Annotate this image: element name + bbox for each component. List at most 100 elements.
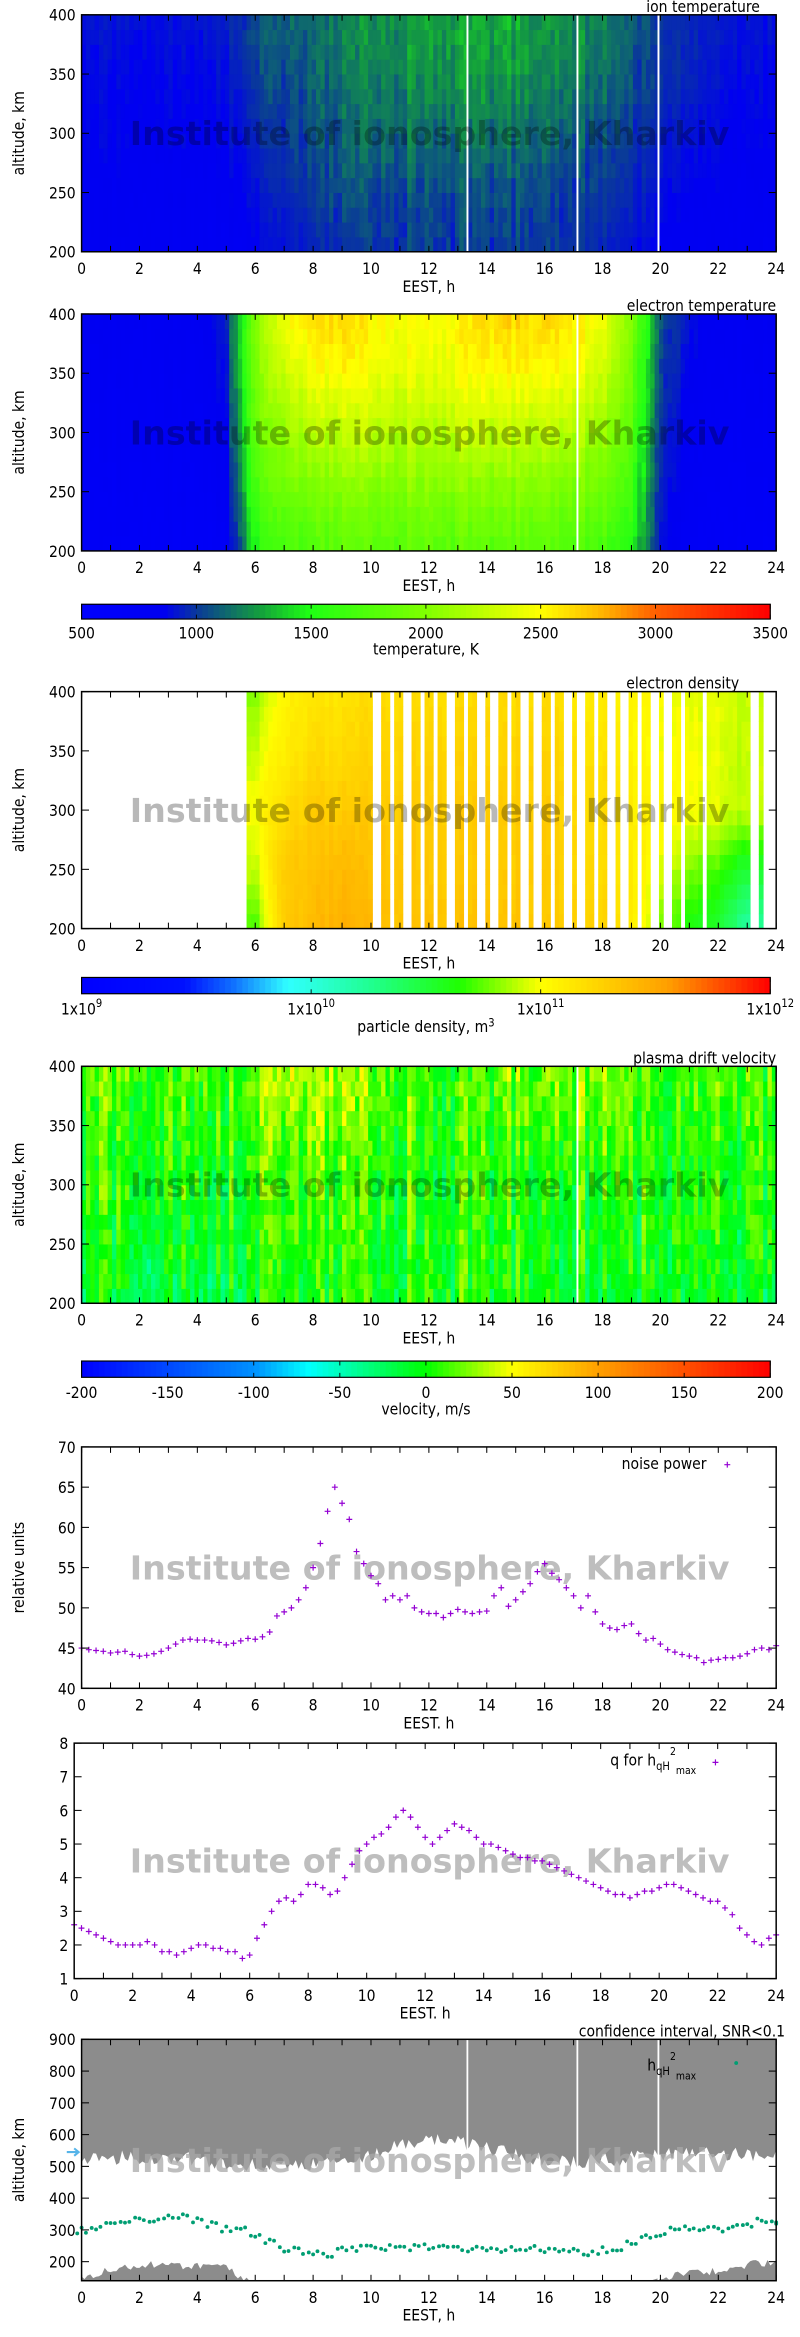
heatmap-cell <box>103 313 109 330</box>
heatmap-cell <box>589 417 595 433</box>
heatmap-cell <box>420 103 425 119</box>
heatmap-cell <box>698 402 703 419</box>
heatmap-cell <box>194 14 200 31</box>
heatmap-cell <box>103 506 109 522</box>
heatmap-cell <box>771 177 777 193</box>
heatmap-cell <box>507 536 512 552</box>
heatmap-cell <box>81 373 87 389</box>
heatmap-cell <box>671 491 677 507</box>
heatmap-cell <box>498 432 504 448</box>
heatmap-cell <box>767 133 773 149</box>
heatmap-cell <box>563 402 569 419</box>
heatmap-cell <box>376 118 382 134</box>
heatmap-cell <box>706 313 712 330</box>
heatmap-cell <box>107 148 113 164</box>
heatmap-cell <box>185 207 191 223</box>
heatmap-cell <box>246 44 252 60</box>
heatmap-cell <box>485 74 491 90</box>
heatmap-cell <box>554 148 560 164</box>
heatmap-cell <box>381 328 386 345</box>
heatmap-cell <box>698 313 703 330</box>
heatmap-cell <box>220 521 226 537</box>
heatmap-cell <box>763 222 768 238</box>
heatmap-cell <box>289 343 295 359</box>
heatmap-cell <box>289 192 295 208</box>
heatmap-cell <box>185 162 191 179</box>
heatmap-cell <box>507 491 512 507</box>
heatmap-cell <box>285 222 291 238</box>
heatmap-cell <box>420 417 425 433</box>
heatmap-cell <box>320 432 326 448</box>
heatmap-cell <box>255 417 261 433</box>
heatmap-cell <box>528 417 534 433</box>
heatmap-cell <box>680 192 686 208</box>
heatmap-cell <box>146 521 152 537</box>
heatmap-cell <box>107 313 113 330</box>
heatmap-cell <box>255 328 261 345</box>
heatmap-cell <box>585 373 590 389</box>
heatmap-cell <box>164 236 169 253</box>
heatmap-cell <box>576 148 582 164</box>
heatmap-cell <box>276 207 282 223</box>
heatmap-cell <box>428 328 434 345</box>
heatmap-cell <box>637 536 643 552</box>
heatmap-cell <box>763 177 768 193</box>
heatmap-cell <box>428 192 434 208</box>
heatmap-cell <box>706 207 712 223</box>
heatmap-cell <box>281 313 287 330</box>
heatmap-cell <box>767 88 773 105</box>
heatmap-cell <box>572 74 577 90</box>
heatmap-cell <box>680 313 686 330</box>
heatmap-cell <box>255 491 261 507</box>
heatmap-cell <box>576 44 582 60</box>
heatmap-cell <box>489 207 495 223</box>
heatmap-cell <box>259 74 265 90</box>
heatmap-cell <box>485 373 491 389</box>
heatmap-cell <box>211 388 217 404</box>
heatmap-cell <box>98 148 104 164</box>
heatmap-cell <box>168 74 174 90</box>
heatmap-cell <box>541 447 547 463</box>
heatmap-cell <box>437 491 443 507</box>
heatmap-cell <box>585 462 590 478</box>
heatmap-cell <box>172 88 178 105</box>
heatmap-cell <box>259 222 265 238</box>
heatmap-cell <box>90 133 96 149</box>
heatmap-cell <box>515 521 521 537</box>
heatmap-cell <box>350 74 356 90</box>
heatmap-cell <box>337 207 343 223</box>
heatmap-cell <box>294 432 300 448</box>
heatmap-cell <box>424 133 430 149</box>
heatmap-cell <box>685 506 690 522</box>
heatmap-cell <box>411 103 417 119</box>
heatmap-cell <box>632 491 638 507</box>
heatmap-cell <box>350 373 356 389</box>
heatmap-cell <box>663 59 669 75</box>
heatmap-cell <box>85 373 91 389</box>
heatmap-cell <box>85 328 91 345</box>
heatmap-cell <box>185 29 191 45</box>
heatmap-cell <box>181 506 187 522</box>
heatmap-cell <box>272 118 278 134</box>
heatmap-cell <box>493 476 499 493</box>
heatmap-cell <box>146 388 152 404</box>
heatmap-cell <box>693 491 699 507</box>
heatmap-cell <box>758 133 764 149</box>
heatmap-cell <box>489 343 495 359</box>
heatmap-cell <box>463 14 469 31</box>
heatmap-cell <box>619 14 625 31</box>
heatmap-cell <box>237 491 243 507</box>
heatmap-cell <box>103 521 109 537</box>
heatmap-cell <box>85 29 91 45</box>
heatmap-cell <box>294 148 300 164</box>
heatmap-cell <box>711 373 716 389</box>
heatmap-cell <box>737 148 742 164</box>
heatmap-cell <box>216 59 221 75</box>
heatmap-cell <box>689 59 695 75</box>
heatmap-cell <box>85 236 91 253</box>
heatmap-cell <box>233 373 239 389</box>
heatmap-cell <box>146 313 152 330</box>
heatmap-cell <box>459 74 465 90</box>
heatmap-cell <box>142 462 148 478</box>
heatmap-cell <box>728 44 734 60</box>
